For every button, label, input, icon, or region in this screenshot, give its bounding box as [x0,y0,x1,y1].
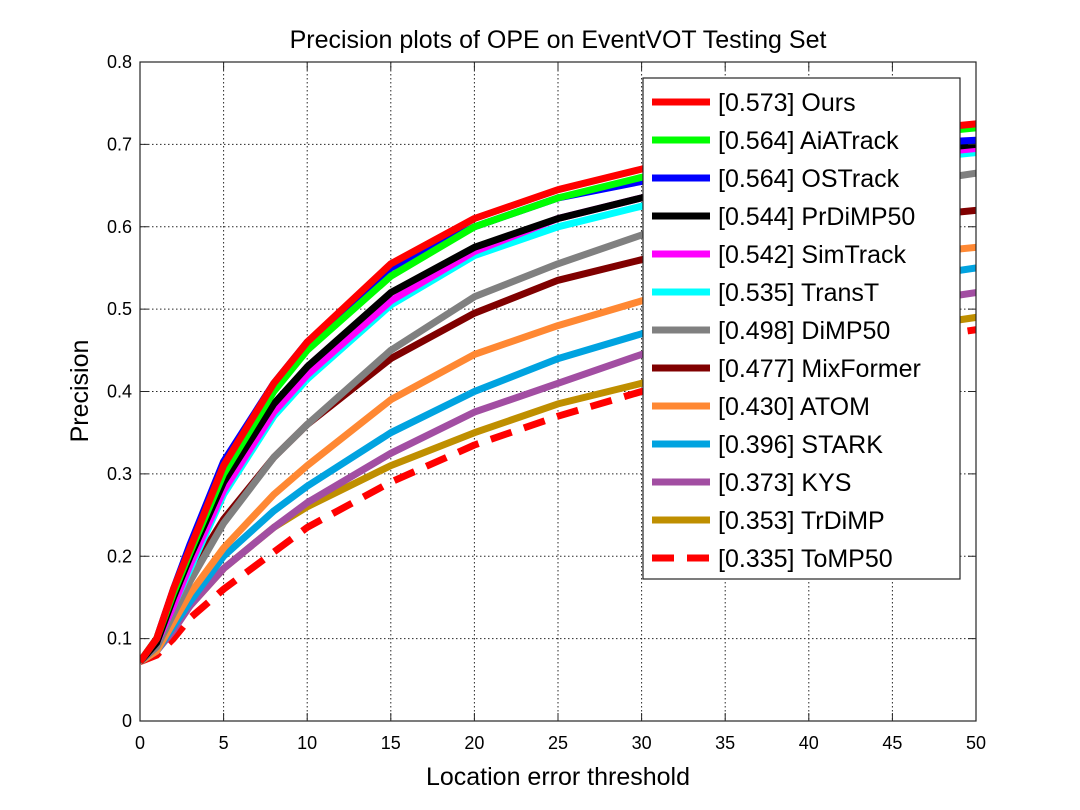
x-tick-label: 15 [381,733,401,753]
x-tick-label: 30 [632,733,652,753]
legend-label: [0.542] SimTrack [718,241,907,269]
y-tick-label: 0.4 [107,382,132,402]
legend-label: [0.544] PrDiMP50 [718,203,915,231]
legend-label: [0.573] Ours [718,89,856,117]
y-tick-label: 0.8 [107,52,132,72]
y-tick-label: 0.1 [107,629,132,649]
legend-label: [0.498] DiMP50 [718,317,890,345]
x-tick-label: 40 [799,733,819,753]
legend-label: [0.564] AiATrack [718,127,899,155]
y-tick-label: 0 [122,711,132,731]
x-tick-label: 20 [464,733,484,753]
chart-title: Precision plots of OPE on EventVOT Testi… [290,26,827,54]
y-tick-label: 0.7 [107,134,132,154]
y-axis-label: Precision [66,340,94,443]
x-tick-label: 10 [297,733,317,753]
x-tick-label: 5 [219,733,229,753]
legend-label: [0.396] STARK [718,431,883,459]
y-tick-label: 0.5 [107,299,132,319]
x-axis-label: Location error threshold [426,763,690,791]
x-tick-label: 50 [966,733,986,753]
legend-label: [0.477] MixFormer [718,355,921,383]
legend: [0.573] Ours [0.564] AiATrack [0.564] OSTr… [642,77,961,580]
legend-label: [0.373] KYS [718,469,851,497]
legend-label: [0.430] ATOM [718,393,870,421]
y-tick-label: 0.3 [107,464,132,484]
y-tick-label: 0.6 [107,217,132,237]
axis-ticks: 0 5 10 15 20 25 30 35 40 45 50 0 0.1 0.2 0.3 0.4 0.5 0.6 0… [107,52,986,753]
x-tick-label: 45 [882,733,902,753]
x-tick-label: 25 [548,733,568,753]
x-tick-label: 0 [135,733,145,753]
legend-label: [0.535] TransT [718,279,879,307]
legend-label: [0.335] ToMP50 [718,545,893,573]
legend-label: [0.353] TrDiMP [718,507,885,535]
x-tick-label: 35 [715,733,735,753]
legend-label: [0.564] OSTrack [718,165,900,193]
y-tick-label: 0.2 [107,546,132,566]
